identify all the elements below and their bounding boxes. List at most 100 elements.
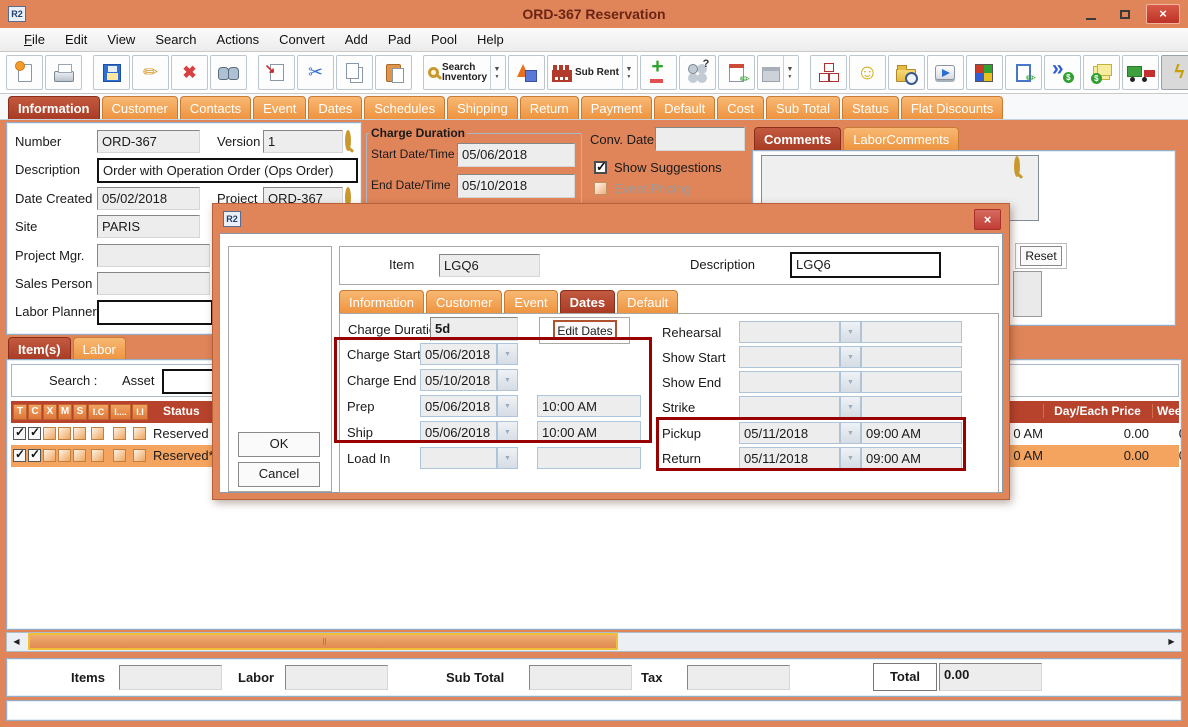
shapes-button[interactable] — [508, 55, 546, 90]
smiley-button[interactable] — [848, 55, 886, 90]
version-field[interactable]: 1 — [263, 130, 343, 153]
row-checkbox-s[interactable] — [73, 427, 86, 440]
menu-view[interactable]: View — [107, 32, 136, 47]
ok-button[interactable]: OK — [238, 432, 320, 457]
menu-pool[interactable]: Pool — [430, 32, 458, 47]
save-button[interactable] — [93, 55, 130, 90]
show-start-date-field[interactable] — [739, 346, 840, 368]
pickup-time-field[interactable]: 09:00 AM — [861, 422, 962, 444]
end-datetime-field[interactable]: 05/10/2018 — [457, 174, 575, 198]
show-end-time-field[interactable] — [861, 371, 962, 393]
menu-search[interactable]: Search — [155, 32, 197, 47]
ship-time-field[interactable]: 10:00 AM — [537, 421, 641, 443]
paste-button[interactable] — [375, 55, 412, 90]
tab-flat-discounts[interactable]: Flat Discounts — [900, 96, 1004, 119]
search-inventory-dropdown[interactable] — [490, 56, 503, 89]
show-end-date-field[interactable] — [739, 371, 840, 393]
folder-history-button[interactable] — [887, 55, 925, 90]
delivery-button[interactable] — [1121, 55, 1159, 90]
show-start-time-field[interactable] — [861, 346, 962, 368]
dialog-tab-customer[interactable]: Customer — [426, 290, 503, 313]
return-dropdown-icon[interactable] — [840, 447, 861, 469]
tab-items[interactable]: Item(s) — [8, 337, 71, 360]
labor-planner-field[interactable] — [97, 300, 213, 325]
tab-payment[interactable]: Payment — [580, 96, 653, 119]
description-field[interactable]: Order with Operation Order (Ops Order) — [97, 158, 358, 183]
menu-convert[interactable]: Convert — [279, 32, 325, 47]
status-wheel-button[interactable] — [678, 55, 716, 90]
edit-note-button[interactable] — [1004, 55, 1042, 90]
rehearsal-time-field[interactable] — [861, 321, 962, 343]
quick-action-button[interactable] — [1160, 55, 1188, 90]
tab-schedules[interactable]: Schedules — [364, 96, 446, 119]
dialog-tab-dates[interactable]: Dates — [559, 290, 616, 313]
strike-time-field[interactable] — [861, 396, 962, 418]
tab-sub-total[interactable]: Sub Total — [766, 96, 840, 119]
prep-dropdown-icon[interactable] — [497, 395, 518, 417]
number-field[interactable]: ORD-367 — [97, 130, 200, 153]
notes-button[interactable] — [717, 55, 755, 90]
org-chart-button[interactable] — [809, 55, 847, 90]
charge-duration-field[interactable]: 5d — [430, 317, 518, 341]
tab-return[interactable]: Return — [519, 96, 579, 119]
charge-end-dropdown-icon[interactable] — [497, 369, 518, 391]
row-checkbox-x[interactable] — [43, 449, 56, 462]
rehearsal-dropdown-icon[interactable] — [840, 321, 861, 343]
col-header-day-each-price[interactable]: Day/Each Price — [1043, 404, 1151, 418]
row-checkbox-m[interactable] — [58, 427, 71, 440]
row-checkbox-ic[interactable] — [91, 449, 104, 462]
row-checkbox-x[interactable] — [43, 427, 56, 440]
edit-dates-button[interactable]: Edit Dates — [553, 320, 617, 340]
row-checkbox-ii[interactable] — [133, 427, 146, 440]
date-created-field[interactable]: 05/02/2018 — [97, 187, 200, 210]
dialog-tab-default[interactable]: Default — [617, 290, 679, 313]
row-checkbox-ii[interactable] — [133, 449, 146, 462]
tab-customer[interactable]: Customer — [101, 96, 178, 119]
sub-rent-dropdown[interactable] — [621, 56, 635, 89]
return-time-field[interactable]: 09:00 AM — [861, 447, 962, 469]
dialog-description-field[interactable]: LGQ6 — [790, 252, 941, 278]
row-checkbox-t[interactable] — [13, 425, 26, 440]
prep-time-field[interactable]: 10:00 AM — [537, 395, 641, 417]
dialog-close-button[interactable]: × — [974, 209, 1001, 230]
dialog-tab-information[interactable]: Information — [339, 290, 425, 313]
maximize-button[interactable] — [1112, 4, 1138, 24]
row-checkbox-idots[interactable] — [113, 449, 126, 462]
pickup-dropdown-icon[interactable] — [840, 422, 861, 444]
menu-file[interactable]: File — [24, 32, 45, 47]
charge-start-date-field[interactable]: 05/06/2018 — [420, 343, 497, 365]
return-date-field[interactable]: 05/11/2018 — [739, 447, 840, 469]
tab-labor[interactable]: Labor — [72, 337, 126, 360]
tab-default[interactable]: Default — [654, 96, 716, 119]
col-header-s[interactable]: S — [73, 404, 87, 420]
transfer-order-button[interactable] — [258, 55, 295, 90]
col-header-week-price[interactable]: Week P — [1152, 404, 1181, 418]
row-checkbox-c[interactable] — [28, 447, 41, 462]
print-button[interactable] — [45, 55, 82, 90]
rehearsal-date-field[interactable] — [739, 321, 840, 343]
charge-end-date-field[interactable]: 05/10/2018 — [420, 369, 497, 391]
search-inventory-button[interactable]: Search Inventory — [423, 55, 507, 90]
row-checkbox-c[interactable] — [28, 425, 41, 440]
conv-date-field[interactable] — [655, 127, 745, 151]
strike-dropdown-icon[interactable] — [840, 396, 861, 418]
billing-button[interactable] — [1082, 55, 1120, 90]
ship-date-field[interactable]: 05/06/2018 — [420, 421, 497, 443]
version-search-button[interactable] — [345, 130, 363, 151]
comments-search-button[interactable] — [1014, 156, 1032, 177]
cancel-button[interactable]: Cancel — [238, 462, 320, 487]
find-button[interactable] — [210, 55, 247, 90]
dialog-tab-event[interactable]: Event — [504, 290, 558, 313]
load-in-dropdown-icon[interactable] — [497, 447, 518, 469]
minimize-button[interactable] — [1078, 4, 1104, 24]
item-field[interactable]: LGQ6 — [439, 254, 540, 277]
blocks-button[interactable] — [965, 55, 1003, 90]
scroll-right-button[interactable]: ▶ — [1168, 637, 1175, 646]
col-header-x[interactable]: X — [43, 404, 57, 420]
scroll-left-button[interactable]: ◀ — [13, 637, 20, 646]
scrollbar-thumb[interactable] — [28, 633, 618, 650]
load-in-time-field[interactable] — [537, 447, 641, 469]
row-checkbox-idots[interactable] — [113, 427, 126, 440]
col-header-ic[interactable]: I.C — [88, 404, 109, 420]
col-header-m[interactable]: M — [58, 404, 72, 420]
